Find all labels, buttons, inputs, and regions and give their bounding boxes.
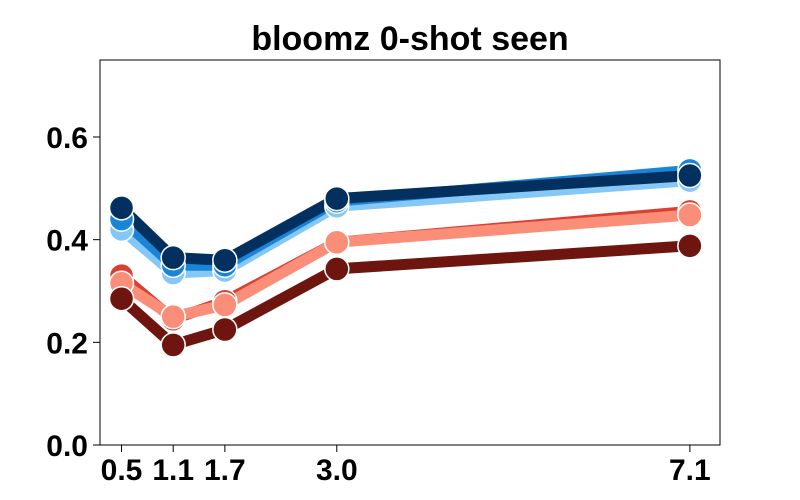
- x-tick-label: 7.1: [669, 454, 711, 487]
- data-point: [677, 233, 703, 259]
- data-point: [108, 285, 135, 312]
- data-point: [324, 229, 350, 255]
- chart-title: bloomz 0-shot seen: [251, 20, 568, 58]
- x-axis: 0.5 1.1 1.7 3.0 7.1: [101, 445, 711, 487]
- data-point: [160, 303, 186, 330]
- data-point: [677, 162, 703, 189]
- data-point: [212, 292, 238, 318]
- plot-area: [99, 59, 721, 446]
- data-point: [108, 195, 135, 221]
- y-tick-label: 0.4: [46, 225, 88, 258]
- data-point: [324, 256, 350, 282]
- x-tick-label: 1.7: [204, 454, 246, 487]
- series-lines: [116, 164, 696, 351]
- data-point: [677, 202, 703, 228]
- x-tick-label: 1.1: [152, 454, 194, 487]
- data-point: [160, 244, 186, 271]
- series-points: [108, 157, 703, 358]
- y-axis: 0.0 0.2 0.4 0.6: [46, 122, 100, 463]
- data-point: [324, 185, 350, 212]
- y-tick-label: 0.2: [46, 327, 88, 360]
- x-tick-label: 0.5: [101, 454, 143, 487]
- y-tick-label: 0.6: [46, 122, 88, 155]
- x-tick-label: 3.0: [316, 454, 358, 487]
- data-point: [212, 247, 238, 273]
- data-point: [212, 316, 238, 343]
- data-point: [160, 332, 186, 358]
- y-tick-label: 0.0: [46, 430, 88, 463]
